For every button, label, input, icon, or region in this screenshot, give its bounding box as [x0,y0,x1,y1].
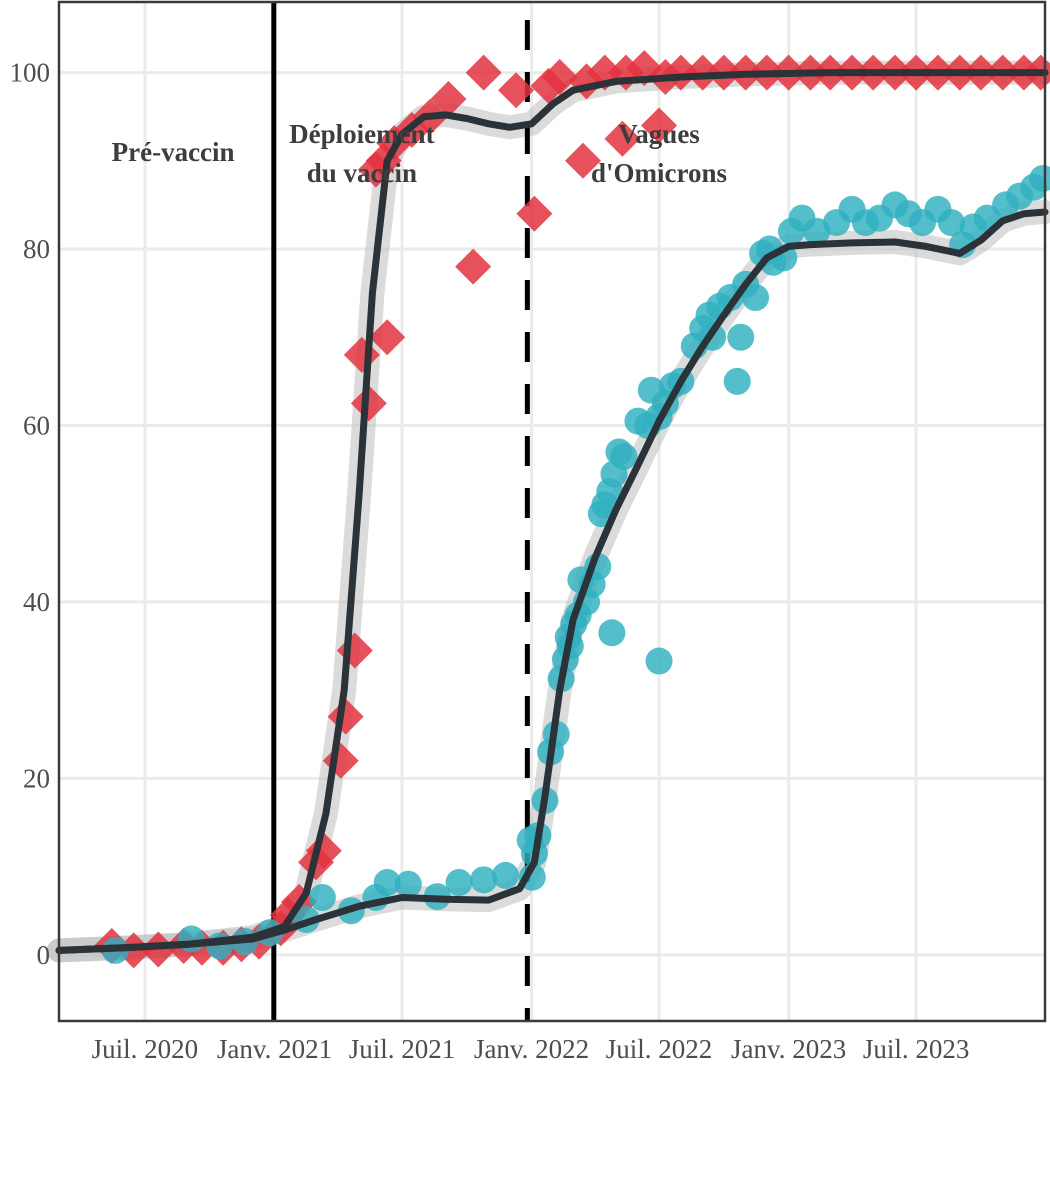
diamond-point [684,54,721,91]
y-tick-label: 100 [10,58,51,88]
diamond-point [369,319,406,356]
circle-point [742,284,770,312]
trend-lines [55,69,1049,954]
plot-frame [57,0,1047,1023]
annotation-line: Pré-vaccin [112,137,235,167]
x-tick-label: Juil. 2020 [92,1034,199,1064]
diamond-point [604,120,641,157]
annotation-line: Déploiement [289,119,434,149]
y-tick-label: 0 [37,940,51,970]
diamond-point [516,195,553,232]
diamond-point [641,107,678,144]
circle-point [937,209,965,237]
circle-point [445,868,473,896]
diamond-point [465,54,502,91]
circle-point [394,870,422,898]
diamond-point [350,385,387,422]
circle-point [308,883,336,911]
x-tick-label: Juil. 2023 [863,1034,970,1064]
diamond-point [430,81,467,118]
circle-point [727,323,755,351]
diamond-point [541,58,578,95]
circle-point [373,868,401,896]
circle-point [610,442,638,470]
circle-point [723,367,751,395]
diamond-point [662,54,699,91]
trend-line-circle [55,208,1049,954]
circle-point [470,866,498,894]
circle-point [598,619,626,647]
x-tick-label: Janv. 2021 [217,1034,332,1064]
x-tick-label: Juil. 2022 [606,1034,713,1064]
data-points [93,50,1050,969]
circle-point [492,861,520,889]
y-tick-label: 20 [23,763,50,793]
diamond-point [455,248,492,285]
annotation: Pré-vaccin [112,137,235,167]
x-tick-label: Juil. 2021 [349,1034,456,1064]
y-tick-label: 40 [23,587,50,617]
diamond-point [498,72,535,109]
annotation: Vagues d'Omicrons [591,119,727,188]
y-tick-label: 80 [23,234,50,264]
x-tick-label: Janv. 2023 [731,1034,846,1064]
annotation-line: Vagues [618,119,700,149]
annotations: Pré-vaccin Déploiement du vaccin Vagues d'Om… [112,119,727,188]
x-tick-label: Janv. 2022 [474,1034,589,1064]
circle-point [645,647,673,675]
diamond-point [140,931,177,968]
annotation: Déploiement du vaccin [289,119,434,188]
x-axis: Juil. 2020 Janv. 2021 Juil. 2021 Janv. 2022… [92,1034,970,1064]
annotation-line: d'Omicrons [591,158,727,188]
y-tick-label: 60 [23,410,50,440]
annotation-line: du vaccin [307,158,417,188]
circle-point [177,925,205,953]
y-axis: 0 20 40 60 80 100 [10,58,51,970]
diamond-point [564,142,601,179]
